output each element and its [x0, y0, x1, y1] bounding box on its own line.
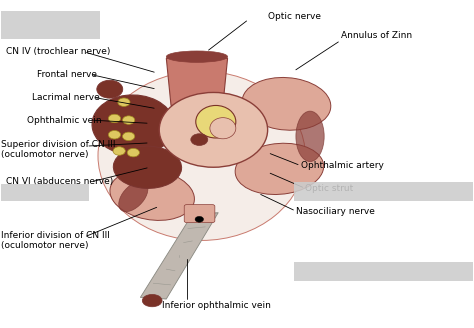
FancyBboxPatch shape — [184, 205, 215, 222]
Bar — [1, 11, 100, 39]
Text: Superior division of CN III
(oculomotor nerve): Superior division of CN III (oculomotor … — [1, 140, 116, 159]
Text: Lacrimal nerve: Lacrimal nerve — [32, 93, 100, 102]
Ellipse shape — [97, 80, 123, 98]
Circle shape — [195, 216, 203, 222]
Text: CN VI (abducens nerve): CN VI (abducens nerve) — [6, 177, 113, 186]
Circle shape — [113, 147, 125, 155]
Ellipse shape — [118, 181, 148, 212]
Ellipse shape — [142, 295, 162, 307]
Text: Optic strut: Optic strut — [305, 184, 354, 193]
Text: Optic nerve: Optic nerve — [268, 11, 320, 21]
Text: Nasociliary nerve: Nasociliary nerve — [296, 207, 375, 215]
Text: Annulus of Zinn: Annulus of Zinn — [341, 31, 412, 40]
Ellipse shape — [166, 51, 228, 62]
Text: CN IV (trochlear nerve): CN IV (trochlear nerve) — [6, 47, 110, 56]
Circle shape — [122, 132, 135, 141]
Circle shape — [122, 116, 135, 124]
Text: Inferior ophthalmic vein: Inferior ophthalmic vein — [162, 301, 271, 310]
Circle shape — [109, 131, 120, 139]
Text: Frontal nerve: Frontal nerve — [36, 70, 97, 79]
Text: Ophthalmic artery: Ophthalmic artery — [301, 161, 383, 170]
Circle shape — [118, 98, 130, 106]
Ellipse shape — [296, 111, 324, 162]
Circle shape — [127, 148, 139, 157]
Bar — [1, 183, 89, 201]
Circle shape — [191, 134, 208, 145]
Bar — [293, 182, 473, 201]
Ellipse shape — [210, 118, 236, 139]
Ellipse shape — [196, 106, 236, 138]
Ellipse shape — [235, 143, 324, 195]
Ellipse shape — [113, 146, 182, 188]
Ellipse shape — [242, 77, 331, 130]
Text: Ophthalmic vein: Ophthalmic vein — [27, 115, 102, 125]
Polygon shape — [140, 213, 218, 299]
Bar — [293, 261, 473, 281]
Polygon shape — [166, 58, 228, 106]
Ellipse shape — [98, 71, 305, 240]
Ellipse shape — [110, 169, 194, 220]
Ellipse shape — [92, 95, 174, 155]
Circle shape — [109, 114, 120, 123]
Text: Inferior division of CN III
(oculomotor nerve): Inferior division of CN III (oculomotor … — [1, 231, 110, 250]
Circle shape — [159, 92, 268, 167]
